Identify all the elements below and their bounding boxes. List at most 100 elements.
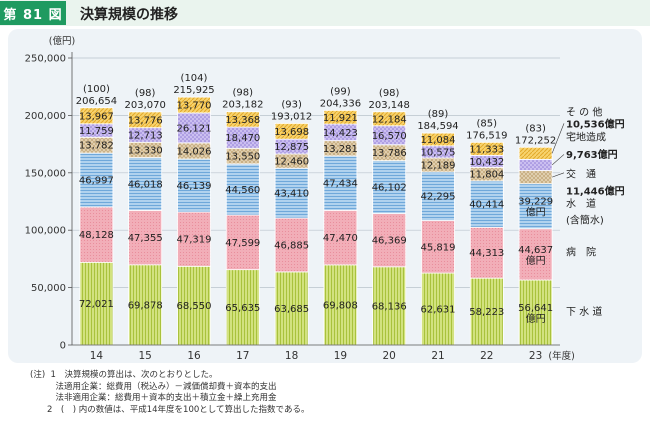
segment-value-label: 46,369 (372, 236, 407, 247)
x-tick-label: 18 (285, 350, 298, 362)
segment-unit-label: 億円 (526, 254, 546, 267)
segment-value-label: 46,102 (372, 183, 407, 194)
footnotes: (注) 1 決算規模の算出は、次のとおりとした。 法適用企業：総費用（税込み）－… (30, 370, 309, 416)
y-axis-unit: (億円) (49, 35, 75, 47)
bar-segment (177, 211, 211, 267)
y-tick-label: 200,000 (25, 111, 66, 122)
segment-value-label: 13,776 (128, 115, 163, 126)
segment-value-label: 46,997 (79, 176, 114, 187)
segment-value-label: 13,967 (79, 111, 114, 122)
segment-value-label: 13,770 (177, 101, 212, 112)
bar-segment (225, 163, 260, 216)
segment-value-label: 11,333 (469, 144, 504, 155)
x-axis-unit: (年度) (548, 350, 574, 362)
bar-segment (518, 158, 553, 171)
bar-segment (518, 170, 553, 185)
segment-value-label: 10,432 (469, 157, 504, 168)
bar-segment (79, 152, 114, 208)
bar-segment (79, 261, 114, 346)
x-tick-label: 17 (236, 350, 249, 362)
note-line: 2 ( ) 内の数値は、平成14年度を100として算出した指数である。 (30, 404, 310, 415)
bar-segment (518, 183, 553, 230)
index-label: (98) (233, 88, 254, 99)
segment-value-label: 12,875 (274, 142, 309, 153)
index-label: (89) (428, 109, 449, 120)
segment-value-label: 47,319 (177, 235, 212, 246)
segment-value-label: 11,804 (469, 170, 504, 181)
bar-segment (421, 132, 455, 147)
bar-segment (274, 167, 309, 219)
bar-segment (469, 277, 504, 346)
legend-suido-sub: (含簡水) (566, 213, 604, 226)
segment-value-label: 47,434 (323, 179, 358, 190)
bar-segment (421, 171, 455, 221)
segment-value-label: 62,631 (421, 305, 456, 316)
bar-segment (177, 96, 211, 114)
y-axis: 0 50,000 100,000 150,000 200,000 250,000 (億円) (25, 35, 76, 352)
total-label: 184,594 (417, 121, 458, 132)
segment-value-label: 16,570 (372, 131, 407, 142)
segment-value-label: 13,786 (372, 148, 407, 159)
figure-title: 決算規模の推移 (80, 7, 178, 23)
bar-segment (128, 210, 163, 266)
segment-value-label: 69,808 (323, 300, 358, 311)
index-label: (93) (281, 99, 302, 110)
legend-leader-line (551, 172, 565, 178)
index-label: (104) (181, 73, 208, 84)
total-label: 206,654 (76, 96, 117, 107)
bar-segment (421, 220, 455, 274)
index-label: (85) (477, 118, 498, 129)
x-axis: 14 15 16 17 18 19 20 21 22 23 (年度) (72, 344, 575, 362)
bars-group (79, 96, 553, 346)
segment-value-label: 12,184 (372, 114, 407, 125)
y-tick-label: 150,000 (25, 168, 66, 179)
bar-segment (79, 206, 114, 263)
segment-value-label: 44,560 (225, 185, 260, 196)
segment-value-label: 47,470 (323, 233, 358, 244)
segment-value-label: 13,281 (323, 144, 358, 155)
bar-segment (128, 157, 163, 211)
segment-value-label: 47,355 (128, 233, 163, 244)
legend-kotsu-label: 交 通 (566, 167, 596, 180)
segment-value-label: 13,550 (225, 152, 260, 163)
x-tick-label: 22 (480, 350, 493, 362)
bar-segment (79, 107, 114, 125)
x-tick-label: 19 (334, 350, 347, 362)
segment-value-label: 13,782 (79, 141, 114, 152)
figure-header: 第 81 図 決算規模の推移 (0, 0, 650, 26)
segment-value-label: 68,136 (372, 301, 407, 312)
legend-takuchi-value: 9,763億円 (566, 148, 618, 161)
index-label: (83) (525, 123, 546, 134)
segment-value-label: 12,713 (128, 130, 163, 141)
note-line: 法非適用企業：総費用＋資本的支出＋積立金＋繰上充用金 (30, 393, 277, 404)
bar-segment (323, 209, 358, 266)
bar-segment (469, 141, 504, 156)
y-tick-label: 100,000 (25, 226, 66, 237)
bar-segment (225, 269, 260, 346)
total-label: 203,148 (369, 100, 410, 111)
bar-segment (225, 111, 260, 128)
segment-value-label: 11,759 (79, 126, 114, 137)
legend-suido-label: 水 道 (566, 197, 596, 210)
bar-segment (274, 217, 309, 273)
bar-segment (421, 272, 455, 346)
segment-value-label: 44,637 (518, 245, 553, 256)
segment-value-label: 63,685 (274, 304, 309, 315)
legend-byoin-label: 病 院 (566, 245, 596, 258)
segment-value-label: 14,423 (323, 128, 358, 139)
segment-value-label: 46,139 (177, 181, 212, 192)
segment-value-label: 44,313 (469, 248, 504, 259)
bar-segment (323, 110, 358, 125)
segment-value-label: 13,330 (128, 145, 163, 156)
legend-sonota-label: そ の 他 (566, 105, 602, 118)
bar-segment (518, 146, 553, 160)
x-tick-label: 21 (431, 350, 444, 362)
note-line: (注) 1 決算規模の算出は、次のとおりとした。 (30, 370, 218, 380)
bar-segment (372, 160, 407, 214)
segment-value-label: 11,921 (323, 113, 358, 124)
bar-segment (177, 158, 211, 213)
x-tick-label: 14 (90, 350, 104, 362)
legend-kotsu-value: 11,446億円 (566, 185, 625, 198)
total-label: 215,925 (173, 85, 214, 96)
